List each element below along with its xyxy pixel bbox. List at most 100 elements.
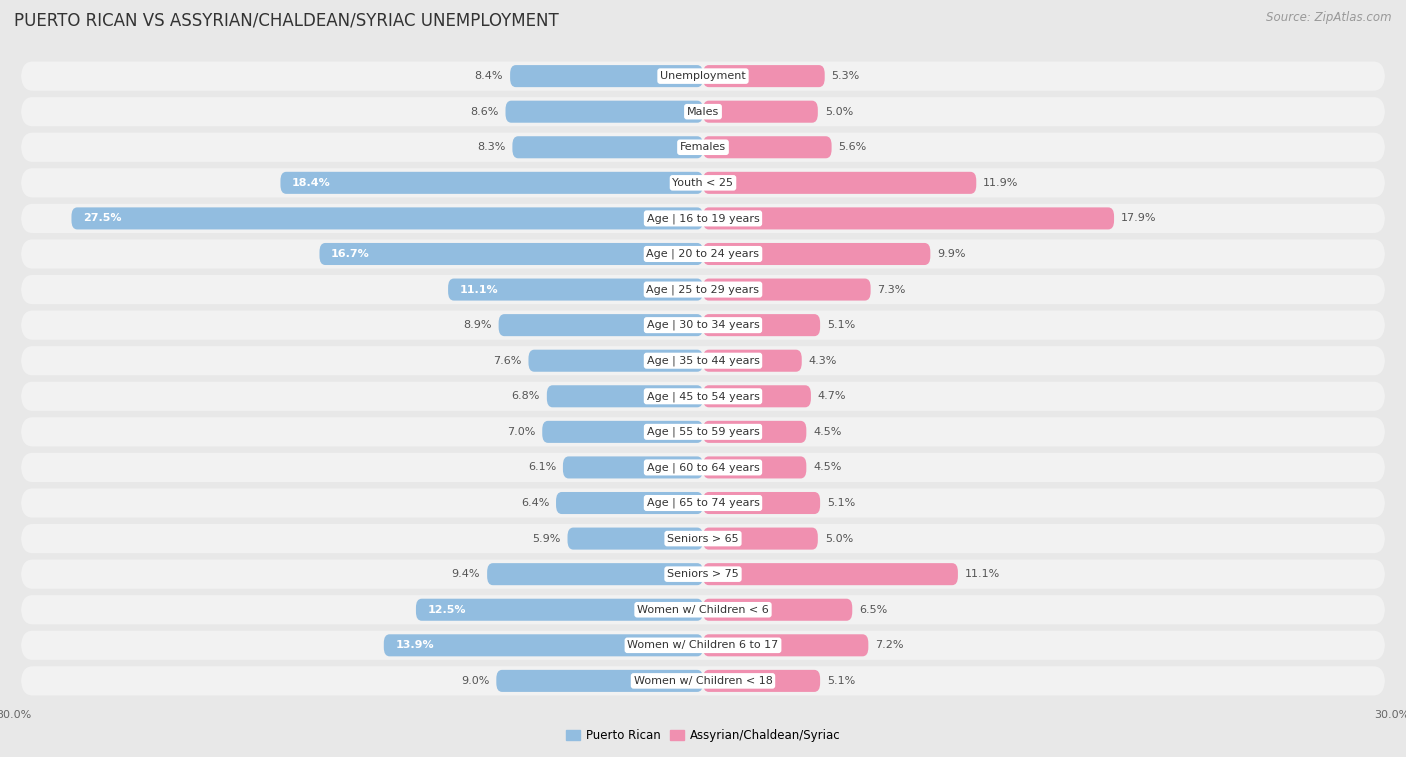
FancyBboxPatch shape [703, 136, 831, 158]
Text: Youth < 25: Youth < 25 [672, 178, 734, 188]
FancyBboxPatch shape [512, 136, 703, 158]
Text: Age | 65 to 74 years: Age | 65 to 74 years [647, 498, 759, 508]
FancyBboxPatch shape [486, 563, 703, 585]
FancyBboxPatch shape [543, 421, 703, 443]
Text: 6.4%: 6.4% [520, 498, 550, 508]
FancyBboxPatch shape [21, 524, 1385, 553]
Text: 6.1%: 6.1% [527, 463, 555, 472]
Text: Women w/ Children 6 to 17: Women w/ Children 6 to 17 [627, 640, 779, 650]
FancyBboxPatch shape [496, 670, 703, 692]
Text: Source: ZipAtlas.com: Source: ZipAtlas.com [1267, 11, 1392, 24]
FancyBboxPatch shape [21, 275, 1385, 304]
Text: 7.2%: 7.2% [875, 640, 904, 650]
FancyBboxPatch shape [703, 421, 807, 443]
FancyBboxPatch shape [21, 382, 1385, 411]
Text: 11.1%: 11.1% [965, 569, 1000, 579]
Text: 13.9%: 13.9% [395, 640, 434, 650]
Text: 4.7%: 4.7% [818, 391, 846, 401]
FancyBboxPatch shape [703, 243, 931, 265]
Text: Age | 55 to 59 years: Age | 55 to 59 years [647, 427, 759, 437]
Text: 4.5%: 4.5% [813, 463, 842, 472]
Text: 8.6%: 8.6% [470, 107, 499, 117]
FancyBboxPatch shape [319, 243, 703, 265]
Text: 6.5%: 6.5% [859, 605, 887, 615]
FancyBboxPatch shape [21, 488, 1385, 518]
FancyBboxPatch shape [21, 97, 1385, 126]
FancyBboxPatch shape [384, 634, 703, 656]
Legend: Puerto Rican, Assyrian/Chaldean/Syriac: Puerto Rican, Assyrian/Chaldean/Syriac [561, 724, 845, 747]
FancyBboxPatch shape [703, 385, 811, 407]
FancyBboxPatch shape [21, 61, 1385, 91]
Text: 5.1%: 5.1% [827, 498, 855, 508]
Text: Women w/ Children < 18: Women w/ Children < 18 [634, 676, 772, 686]
FancyBboxPatch shape [21, 453, 1385, 482]
Text: Unemployment: Unemployment [661, 71, 745, 81]
Text: 5.1%: 5.1% [827, 320, 855, 330]
Text: 8.4%: 8.4% [475, 71, 503, 81]
FancyBboxPatch shape [21, 666, 1385, 696]
FancyBboxPatch shape [21, 631, 1385, 660]
Text: Age | 60 to 64 years: Age | 60 to 64 years [647, 463, 759, 472]
FancyBboxPatch shape [555, 492, 703, 514]
Text: Females: Females [681, 142, 725, 152]
Text: 5.3%: 5.3% [831, 71, 860, 81]
Text: 8.9%: 8.9% [463, 320, 492, 330]
Text: Age | 35 to 44 years: Age | 35 to 44 years [647, 356, 759, 366]
FancyBboxPatch shape [703, 350, 801, 372]
FancyBboxPatch shape [499, 314, 703, 336]
Text: 9.0%: 9.0% [461, 676, 489, 686]
FancyBboxPatch shape [416, 599, 703, 621]
Text: Women w/ Children < 6: Women w/ Children < 6 [637, 605, 769, 615]
FancyBboxPatch shape [703, 101, 818, 123]
Text: 5.0%: 5.0% [825, 534, 853, 544]
FancyBboxPatch shape [703, 314, 820, 336]
Text: Age | 20 to 24 years: Age | 20 to 24 years [647, 249, 759, 259]
FancyBboxPatch shape [703, 528, 818, 550]
Text: Males: Males [688, 107, 718, 117]
FancyBboxPatch shape [703, 563, 957, 585]
Text: 6.8%: 6.8% [512, 391, 540, 401]
Text: 7.0%: 7.0% [508, 427, 536, 437]
FancyBboxPatch shape [703, 670, 820, 692]
Text: 4.5%: 4.5% [813, 427, 842, 437]
FancyBboxPatch shape [21, 417, 1385, 447]
FancyBboxPatch shape [21, 346, 1385, 375]
Text: 16.7%: 16.7% [330, 249, 370, 259]
Text: 27.5%: 27.5% [83, 213, 121, 223]
FancyBboxPatch shape [280, 172, 703, 194]
Text: 11.1%: 11.1% [460, 285, 498, 294]
Text: 17.9%: 17.9% [1121, 213, 1157, 223]
FancyBboxPatch shape [703, 634, 869, 656]
FancyBboxPatch shape [21, 595, 1385, 625]
FancyBboxPatch shape [510, 65, 703, 87]
FancyBboxPatch shape [21, 132, 1385, 162]
FancyBboxPatch shape [703, 599, 852, 621]
Text: 4.3%: 4.3% [808, 356, 837, 366]
Text: 5.9%: 5.9% [533, 534, 561, 544]
Text: 5.0%: 5.0% [825, 107, 853, 117]
FancyBboxPatch shape [568, 528, 703, 550]
FancyBboxPatch shape [703, 65, 825, 87]
Text: 18.4%: 18.4% [292, 178, 330, 188]
Text: 11.9%: 11.9% [983, 178, 1018, 188]
Text: PUERTO RICAN VS ASSYRIAN/CHALDEAN/SYRIAC UNEMPLOYMENT: PUERTO RICAN VS ASSYRIAN/CHALDEAN/SYRIAC… [14, 11, 558, 30]
FancyBboxPatch shape [562, 456, 703, 478]
FancyBboxPatch shape [703, 172, 976, 194]
FancyBboxPatch shape [506, 101, 703, 123]
FancyBboxPatch shape [703, 456, 807, 478]
FancyBboxPatch shape [72, 207, 703, 229]
Text: 5.1%: 5.1% [827, 676, 855, 686]
Text: Age | 16 to 19 years: Age | 16 to 19 years [647, 213, 759, 223]
Text: 7.6%: 7.6% [494, 356, 522, 366]
Text: 7.3%: 7.3% [877, 285, 905, 294]
Text: Seniors > 75: Seniors > 75 [666, 569, 740, 579]
FancyBboxPatch shape [21, 168, 1385, 198]
FancyBboxPatch shape [449, 279, 703, 301]
FancyBboxPatch shape [547, 385, 703, 407]
Text: Age | 25 to 29 years: Age | 25 to 29 years [647, 285, 759, 294]
FancyBboxPatch shape [21, 310, 1385, 340]
Text: 9.9%: 9.9% [938, 249, 966, 259]
FancyBboxPatch shape [703, 207, 1114, 229]
Text: Age | 45 to 54 years: Age | 45 to 54 years [647, 391, 759, 401]
Text: 9.4%: 9.4% [451, 569, 481, 579]
